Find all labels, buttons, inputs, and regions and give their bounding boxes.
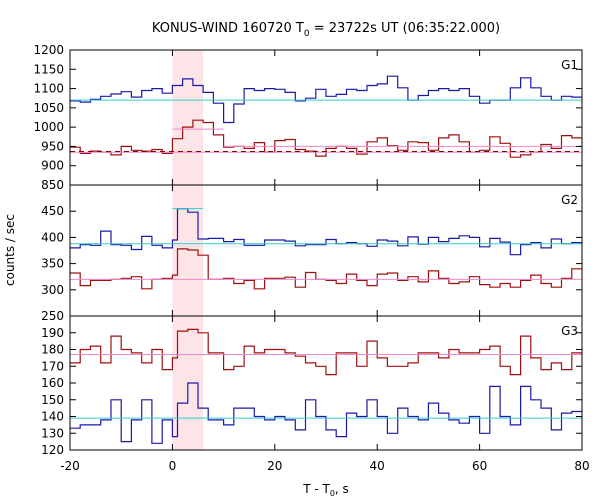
panel-label: G1 [561, 58, 578, 72]
highlight-band [172, 50, 204, 185]
y-tick-label: 250 [41, 309, 64, 323]
y-tick-label: 1150 [33, 62, 64, 76]
panel-g2: 250 300 350 400 450 G2 [41, 184, 583, 323]
panel-g1: 850 900 950 1000 1050 1100 1150 1200 G1 [33, 43, 583, 192]
series-red-histogram [70, 328, 582, 376]
y-tick-label: 950 [41, 139, 64, 153]
y-tick-label: 160 [41, 376, 64, 390]
x-tick-label: 40 [370, 459, 385, 473]
panel-frame [69, 49, 583, 186]
y-tick-label: 150 [41, 393, 64, 407]
y-tick-label: 450 [41, 204, 64, 218]
series-red-histogram [70, 248, 582, 290]
x-tick-label: 60 [472, 459, 487, 473]
x-axis-label: T - T0, s [302, 482, 349, 498]
y-tick-label: 1200 [33, 43, 64, 57]
chart-title: KONUS-WIND 160720 T0 = 23722s UT (06:35:… [152, 21, 500, 39]
series-blue-histogram [70, 382, 582, 444]
y-tick-label: 900 [41, 159, 64, 173]
panel-label: G2 [561, 193, 578, 207]
y-tick-label: 300 [41, 283, 64, 297]
y-tick-label: 350 [41, 257, 64, 271]
y-tick-label: 190 [41, 326, 64, 340]
x-tick-label: 20 [267, 459, 282, 473]
y-tick-label: 170 [41, 359, 64, 373]
y-tick-label: 130 [41, 426, 64, 440]
y-tick-label: 180 [41, 343, 64, 357]
y-tick-label: 1000 [33, 120, 64, 134]
x-tick-labels: -20 0 20 40 60 80 [60, 459, 589, 473]
panel-g3: 120 130 140 150 160 170 180 190 G3 [41, 315, 583, 457]
series-blue-histogram [70, 75, 582, 124]
y-tick-label: 140 [41, 410, 64, 424]
series-blue-histogram [70, 208, 582, 256]
x-tick-label: 0 [169, 459, 177, 473]
x-tick-label: 80 [574, 459, 589, 473]
panel-label: G3 [561, 324, 578, 338]
y-axis-label: counts / sec [3, 214, 17, 286]
y-tick-label: 850 [41, 178, 64, 192]
y-tick-label: 400 [41, 230, 64, 244]
y-tick-label: 1050 [33, 101, 64, 115]
y-tick-label: 120 [41, 443, 64, 457]
y-tick-label: 1100 [33, 82, 64, 96]
panel-frame [69, 184, 583, 317]
x-tick-label: -20 [60, 459, 80, 473]
